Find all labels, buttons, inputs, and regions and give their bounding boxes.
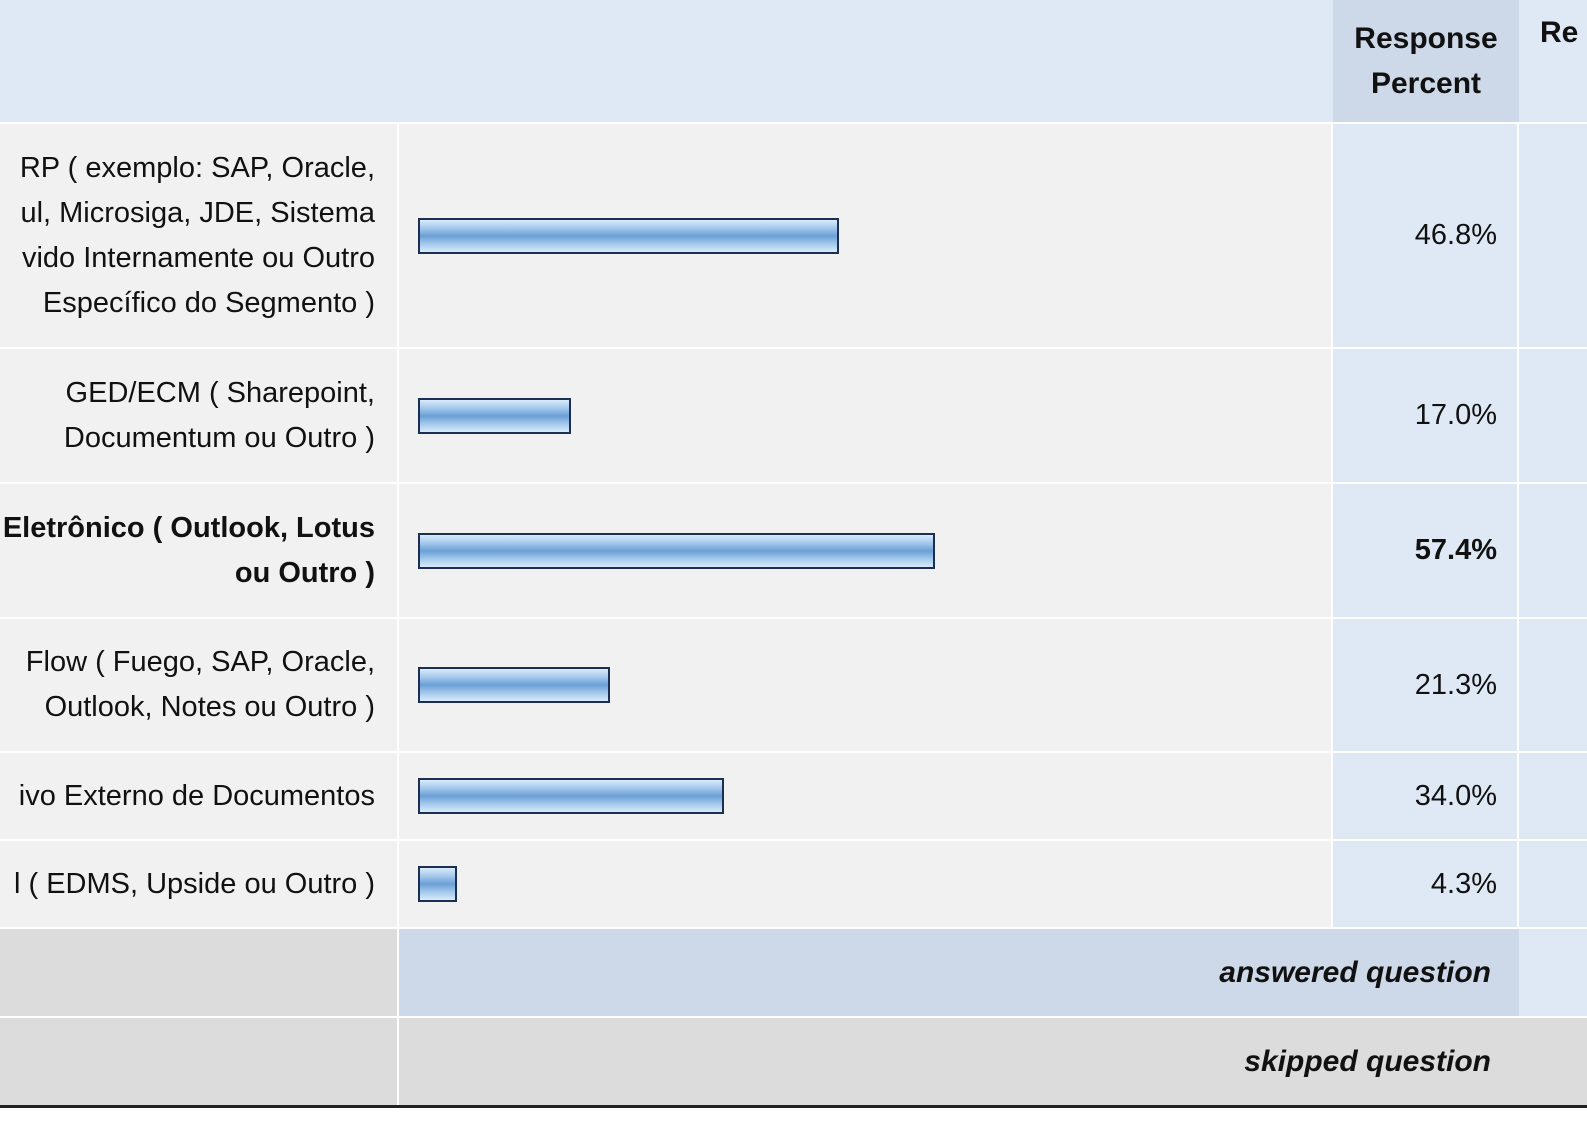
- answer-option-line: Eletrônico ( Outlook, Lotus: [2, 511, 375, 544]
- answer-option-line: Flow ( Fuego, SAP, Oracle,: [25, 646, 375, 678]
- column-divider: [1517, 619, 1519, 751]
- row-divider: [0, 839, 1587, 841]
- response-count-cell: [1519, 619, 1587, 751]
- answer-option-line: vido Internamente ou Outro: [21, 241, 375, 274]
- percent-label: 4.3%: [1430, 867, 1497, 900]
- table-bottom-border: [0, 1105, 1587, 1108]
- answer-option-line: Outlook, Notes ou Outro ): [44, 691, 375, 723]
- response-count-cell: [1519, 484, 1587, 617]
- answer-option-line: RP ( exemplo: SAP, Oracle,: [19, 151, 375, 184]
- response-percent-value: 57.4%: [1333, 484, 1519, 617]
- response-percent-value: 21.3%: [1333, 619, 1519, 751]
- answer-option-line: Documentum ou Outro ): [63, 421, 375, 454]
- response-bar: [418, 866, 457, 902]
- column-divider: [397, 349, 399, 482]
- response-percent-value: 46.8%: [1333, 124, 1519, 347]
- column-divider: [397, 484, 399, 617]
- footer-skipped-blank: [0, 1018, 397, 1105]
- footer-skipped-count-cell: [1519, 1018, 1587, 1105]
- answer-option-label: l ( EDMS, Upside ou Outro ): [0, 841, 397, 927]
- column-divider: [397, 619, 399, 751]
- response-percent-value: 17.0%: [1333, 349, 1519, 482]
- row-divider: [0, 1016, 1587, 1018]
- column-divider: [1517, 484, 1519, 617]
- answer-option-line: Específico do Segmento ): [42, 286, 375, 319]
- column-divider: [397, 753, 399, 839]
- response-bar: [418, 533, 935, 569]
- column-divider: [397, 124, 399, 347]
- answered-question-label: answered question: [399, 929, 1519, 1016]
- column-divider: [1517, 124, 1519, 347]
- response-percent-value: 34.0%: [1333, 753, 1519, 839]
- percent-label: 34.0%: [1414, 779, 1497, 812]
- answer-option-line: ivo Externo de Documentos: [18, 779, 375, 812]
- answer-option-label: ivo Externo de Documentos: [0, 753, 397, 839]
- response-percent-value: 4.3%: [1333, 841, 1519, 927]
- percent-label: 17.0%: [1414, 399, 1497, 431]
- row-divider: [0, 122, 1587, 124]
- footer-answered-count-cell: [1519, 929, 1587, 1016]
- response-bar: [418, 778, 724, 814]
- response-bar: [418, 667, 610, 703]
- column-divider: [1331, 484, 1333, 617]
- column-divider: [1331, 841, 1333, 927]
- row-divider: [0, 617, 1587, 619]
- footer-answered-blank: [0, 929, 397, 1016]
- column-divider: [1517, 753, 1519, 839]
- answer-option-label: GED/ECM ( Sharepoint, Documentum ou Outro…: [0, 349, 397, 482]
- response-count-cell: [1519, 124, 1587, 347]
- answer-option-label: RP ( exemplo: SAP, Oracle, ul, Microsiga,…: [0, 124, 397, 347]
- column-divider: [397, 841, 399, 927]
- bar-cell: [399, 841, 1331, 927]
- column-divider: [1331, 753, 1333, 839]
- percent-label: 46.8%: [1414, 219, 1497, 251]
- response-count-cell: [1519, 753, 1587, 839]
- response-count-cell: [1519, 349, 1587, 482]
- header-response-percent: Response Percent: [1333, 0, 1519, 122]
- row-divider: [0, 482, 1587, 484]
- answer-option-line: GED/ECM ( Sharepoint,: [65, 376, 375, 409]
- answer-option-line: ou Outro ): [234, 556, 375, 589]
- header-response-count: Re: [1519, 0, 1587, 122]
- column-divider: [1517, 349, 1519, 482]
- response-count-cell: [1519, 841, 1587, 927]
- answer-option-label: Eletrônico ( Outlook, Lotus ou Outro ): [0, 484, 397, 617]
- percent-label: 21.3%: [1414, 668, 1497, 701]
- row-divider: [0, 751, 1587, 753]
- answer-option-line: ul, Microsiga, JDE, Sistema: [20, 196, 375, 229]
- column-divider: [1331, 619, 1333, 751]
- skipped-question-label: skipped question: [399, 1018, 1519, 1105]
- column-divider: [1331, 124, 1333, 347]
- column-divider: [1331, 349, 1333, 482]
- percent-label: 57.4%: [1414, 534, 1497, 566]
- response-bar: [418, 398, 571, 434]
- response-bar: [418, 218, 839, 254]
- row-divider: [0, 927, 1587, 929]
- header-blank: [0, 0, 1333, 122]
- answer-option-line: l ( EDMS, Upside ou Outro ): [14, 867, 375, 900]
- row-divider: [0, 347, 1587, 349]
- column-divider: [1517, 841, 1519, 927]
- answer-option-label: Flow ( Fuego, SAP, Oracle, Outlook, Notes…: [0, 619, 397, 751]
